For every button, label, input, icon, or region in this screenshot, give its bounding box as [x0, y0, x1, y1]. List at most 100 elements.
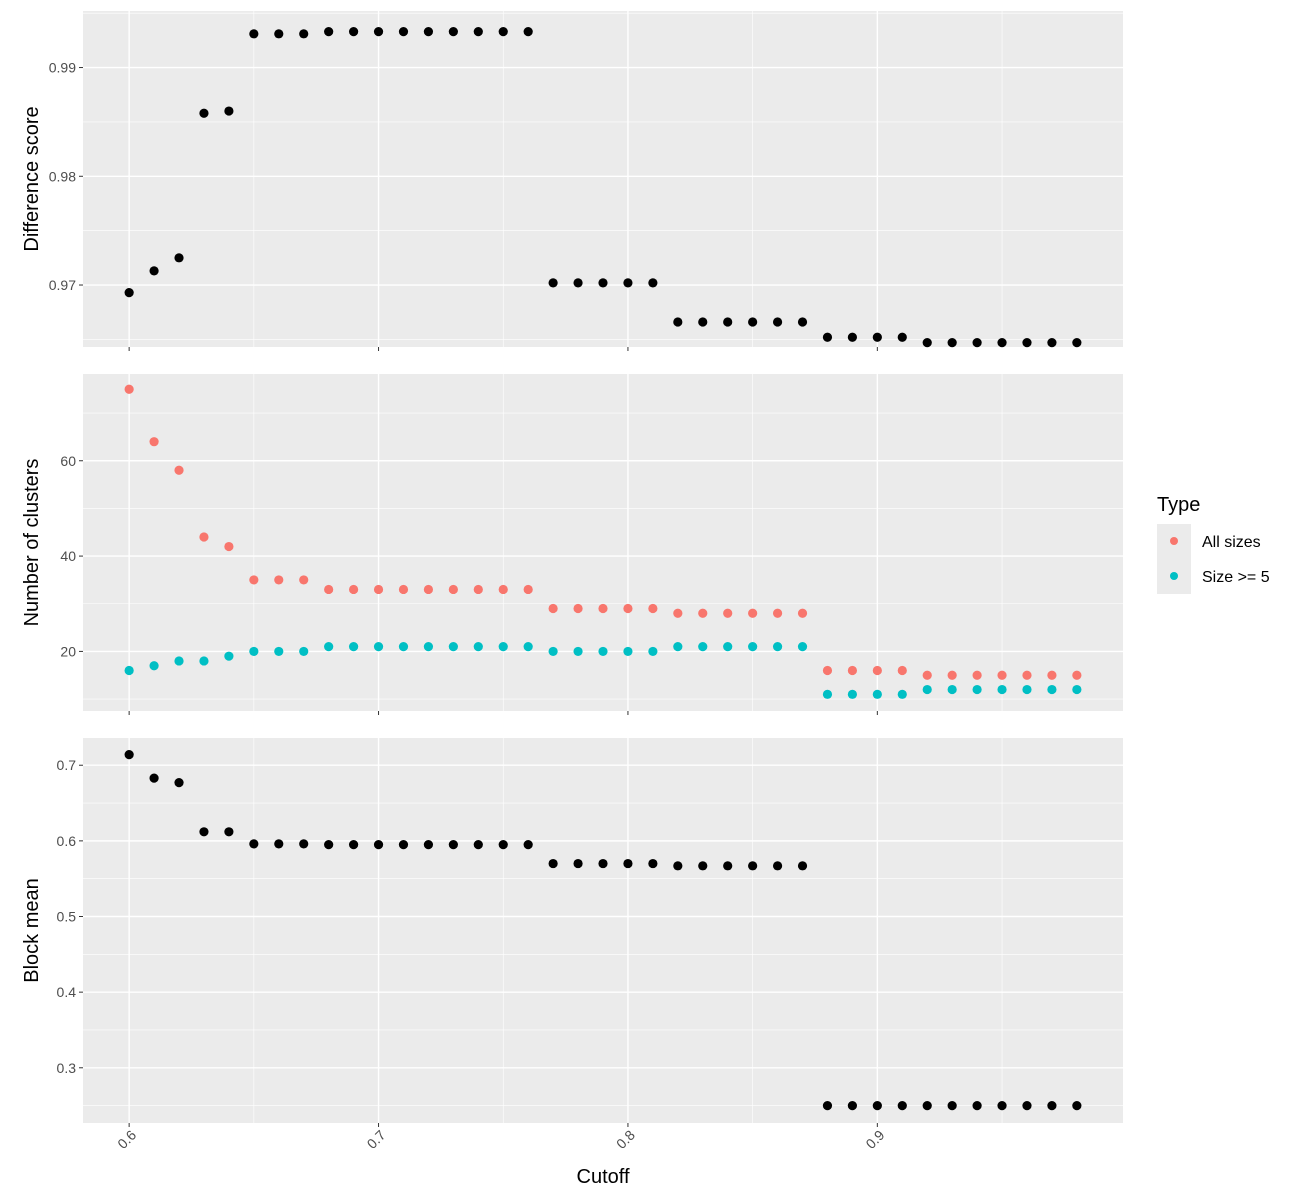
data-point — [349, 585, 358, 594]
data-point — [723, 861, 732, 870]
data-point — [549, 604, 558, 613]
x-axis: 0.6 0.7 0.8 0.9 — [114, 1127, 887, 1152]
data-point — [224, 827, 233, 836]
data-point — [773, 642, 782, 651]
data-point — [1072, 685, 1081, 694]
data-point — [1022, 685, 1031, 694]
data-point — [249, 575, 258, 584]
data-point — [773, 317, 782, 326]
data-point — [1072, 1101, 1081, 1110]
plot-panels: 0.97 0.98 0.99 Difference score 20 40 60 Number… — [4, 11, 1123, 1127]
data-point — [349, 642, 358, 651]
data-point — [1047, 338, 1056, 347]
data-point — [374, 585, 383, 594]
data-point — [374, 27, 383, 36]
data-point — [324, 585, 333, 594]
legend-key-size-ge-5 — [1170, 572, 1178, 580]
data-point — [623, 604, 632, 613]
panel-3: 0.30.40.50.60.7Block mean — [4, 727, 1123, 1127]
y-axis-title: Block mean — [21, 878, 43, 983]
data-point — [648, 278, 657, 287]
data-point — [573, 859, 582, 868]
y-tick-label: 40 — [60, 548, 76, 564]
data-point — [449, 840, 458, 849]
data-point — [848, 333, 857, 342]
y-tick-label: 0.6 — [57, 833, 77, 849]
y-tick-label: 0.7 — [57, 757, 77, 773]
data-point — [374, 642, 383, 651]
data-point — [698, 609, 707, 618]
data-point — [848, 690, 857, 699]
data-point — [873, 666, 882, 675]
data-point — [723, 317, 732, 326]
data-point — [474, 27, 483, 36]
data-point — [249, 839, 258, 848]
data-point — [948, 671, 957, 680]
data-point — [723, 609, 732, 618]
data-point — [125, 288, 134, 297]
data-point — [648, 604, 657, 613]
data-point — [1072, 338, 1081, 347]
data-point — [573, 604, 582, 613]
data-point — [374, 840, 383, 849]
y-tick-label: 0.98 — [49, 168, 76, 184]
data-point — [324, 840, 333, 849]
data-point — [823, 690, 832, 699]
legend-title: Type — [1157, 494, 1200, 516]
data-point — [299, 29, 308, 38]
data-point — [424, 585, 433, 594]
data-point — [524, 27, 533, 36]
data-point — [923, 671, 932, 680]
data-point — [823, 333, 832, 342]
data-point — [399, 840, 408, 849]
data-point — [499, 840, 508, 849]
data-point — [174, 778, 183, 787]
panel-2: 20 40 60 Number of clusters — [4, 374, 1123, 715]
data-point — [798, 642, 807, 651]
data-point — [199, 827, 208, 836]
data-point — [997, 685, 1006, 694]
x-tick-label: 0.8 — [613, 1127, 638, 1152]
data-point — [524, 840, 533, 849]
data-point — [948, 685, 957, 694]
data-point — [299, 839, 308, 848]
data-point — [898, 690, 907, 699]
y-tick-label: 0.5 — [57, 909, 77, 925]
data-point — [274, 647, 283, 656]
data-point — [598, 647, 607, 656]
x-tick-label: 0.9 — [862, 1127, 887, 1152]
y-tick-label: 0.99 — [49, 60, 76, 76]
data-point — [199, 109, 208, 118]
data-point — [823, 666, 832, 675]
data-point — [948, 1101, 957, 1110]
data-point — [848, 666, 857, 675]
data-point — [898, 1101, 907, 1110]
x-tick-label: 0.7 — [364, 1127, 389, 1152]
data-point — [324, 27, 333, 36]
data-point — [948, 338, 957, 347]
data-point — [773, 609, 782, 618]
y-axis-title: Difference score — [21, 106, 43, 251]
data-point — [549, 278, 558, 287]
data-point — [125, 750, 134, 759]
data-point — [174, 656, 183, 665]
data-point — [1022, 1101, 1031, 1110]
panel-1: 0.97 0.98 0.99 Difference score — [4, 11, 1123, 351]
data-point — [748, 642, 757, 651]
data-point — [499, 642, 508, 651]
data-point — [274, 575, 283, 584]
data-point — [598, 859, 607, 868]
data-point — [973, 338, 982, 347]
y-tick-label: 0.97 — [49, 277, 76, 293]
data-point — [1022, 338, 1031, 347]
x-axis-title: Cutoff — [577, 1166, 630, 1188]
data-point — [399, 585, 408, 594]
data-point — [199, 656, 208, 665]
y-tick-label: 0.3 — [57, 1060, 77, 1076]
legend-label-all-sizes: All sizes — [1202, 534, 1261, 551]
data-point — [224, 542, 233, 551]
data-point — [997, 671, 1006, 680]
data-point — [748, 861, 757, 870]
data-point — [623, 647, 632, 656]
x-tick-label: 0.6 — [114, 1127, 139, 1152]
